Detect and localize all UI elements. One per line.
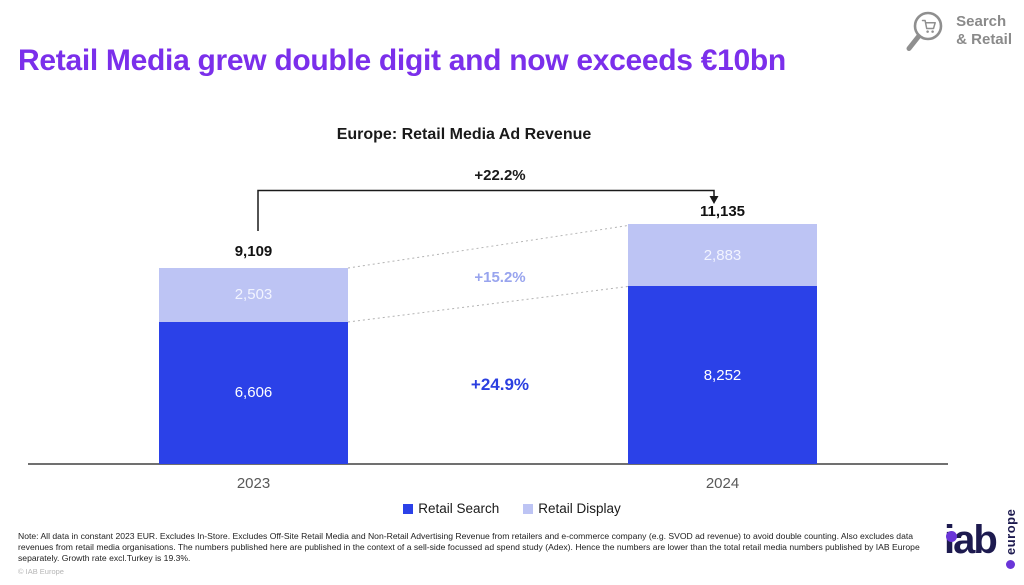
magnifier-cart-icon — [906, 11, 943, 51]
bar-2024-display-value: 2,883 — [703, 246, 742, 264]
bar-2024-retail-search-segment: 8,252 — [628, 286, 817, 464]
footnote: Note: All data in constant 2023 EUR. Exc… — [18, 531, 920, 564]
chart-legend: Retail Search Retail Display — [0, 501, 1024, 516]
bar-2024: 2,883 8,252 — [628, 224, 817, 464]
legend-item-retail-display: Retail Display — [523, 501, 621, 516]
category-label-2023: 2023 — [236, 475, 271, 492]
growth-search-label: +24.9% — [470, 375, 530, 394]
bar-2023-retail-search-segment: 6,606 — [159, 321, 348, 464]
growth-total-label: +22.2% — [474, 167, 526, 184]
bar-2023-display-value: 2,503 — [234, 286, 273, 304]
badge-text: Search & Retail — [956, 13, 1012, 48]
category-label-2024: 2024 — [705, 475, 740, 492]
bar-2023-retail-display-segment: 2,503 — [159, 268, 348, 322]
badge-line2: & Retail — [956, 31, 1012, 48]
bar-2023: 2,503 6,606 — [159, 268, 348, 464]
bar-2023-search-value: 6,606 — [234, 384, 273, 402]
retail-search-swatch-icon — [403, 503, 414, 514]
bar-2024-retail-display-segment: 2,883 — [628, 224, 817, 287]
search-retail-badge: Search & Retail — [898, 6, 1012, 56]
badge-line1: Search — [956, 13, 1007, 31]
chart-title: Europe: Retail Media Ad Revenue — [336, 126, 592, 143]
page-title: Retail Media grew double digit and now e… — [18, 44, 786, 77]
total-label-2024: 11,135 — [699, 203, 746, 220]
dashed-connector-top — [347, 225, 629, 269]
iab-logo-europe-text: europe — [1003, 508, 1018, 556]
retail-display-swatch-icon — [523, 503, 534, 514]
legend-item-retail-search: Retail Search — [403, 501, 499, 516]
bar-2024-search-value: 8,252 — [703, 366, 742, 384]
total-label-2023: 9,109 — [234, 243, 273, 260]
growth-display-label: +15.2% — [474, 269, 526, 286]
iab-logo-period-icon — [1006, 560, 1015, 569]
legend-label-retail-display: Retail Display — [538, 501, 621, 516]
legend-label-retail-search: Retail Search — [418, 501, 500, 516]
dashed-connector-mid — [347, 286, 629, 323]
iab-europe-logo: iab europe — [938, 500, 1022, 578]
iab-logo-idot-icon — [946, 531, 957, 542]
copyright: © IAB Europe — [18, 567, 64, 576]
